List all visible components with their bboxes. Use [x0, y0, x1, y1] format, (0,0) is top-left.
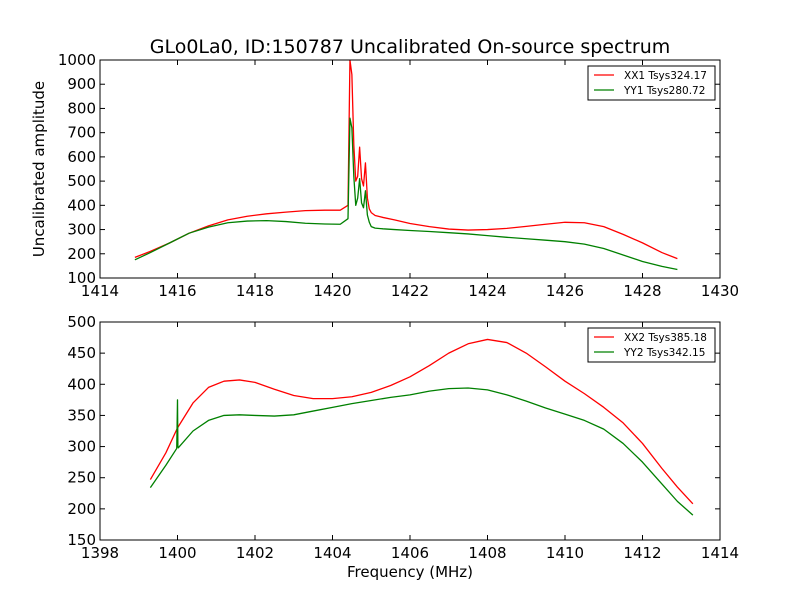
- top-x-tick-label: 1418: [236, 282, 274, 300]
- top-x-tick-label: 1430: [701, 282, 739, 300]
- bottom-legend-label-2: YY2 Tsys342.15: [623, 347, 705, 359]
- top-legend-label-2: YY1 Tsys280.72: [623, 85, 705, 97]
- top-x-tick-label: 1422: [391, 282, 429, 300]
- top-series-line-2: [134, 117, 678, 271]
- bottom-legend: XX2 Tsys385.18 YY2 Tsys342.15: [587, 327, 716, 363]
- bottom-plot: 1398 1400 1402 1404 1406 1408 1410 1412 1414 150 2…: [67, 313, 739, 562]
- bottom-y-tick-label: 400: [67, 375, 96, 393]
- bottom-series-line-1: [149, 338, 694, 505]
- top-x-tick-label: 1428: [623, 282, 661, 300]
- bottom-y-tick-label: 450: [67, 344, 96, 362]
- bottom-y-tick-label: 300: [67, 438, 96, 456]
- bottom-x-tick-label: 1412: [623, 544, 661, 562]
- bottom-x-tick-label: 1402: [236, 544, 274, 562]
- top-y-tick-label: 400: [67, 196, 96, 214]
- top-y-tick-label: 600: [67, 148, 96, 166]
- chart-title: GLo0La0, ID:150787 Uncalibrated On-sourc…: [150, 36, 671, 58]
- top-x-tick-label: 1424: [468, 282, 506, 300]
- top-x-tick-label: 1414: [81, 282, 119, 300]
- top-legend-box: [587, 65, 716, 101]
- bottom-x-tick-label: 1414: [701, 544, 739, 562]
- bottom-x-axis-label: Frequency (MHz): [347, 563, 473, 581]
- top-series-line-1: [134, 60, 678, 260]
- top-y-tick-label: 1000: [58, 51, 96, 69]
- bottom-y-tick-label: 150: [67, 531, 96, 549]
- top-x-tick-label: 1426: [546, 282, 584, 300]
- top-y-tick-label: 900: [67, 75, 96, 93]
- top-y-axis-label: Uncalibrated amplitude: [30, 81, 48, 257]
- top-legend-label-1: XX1 Tsys324.17: [624, 70, 707, 82]
- bottom-y-tick-label: 250: [67, 469, 96, 487]
- bottom-y-tick-label: 200: [67, 500, 96, 518]
- bottom-x-tick-label: 1400: [158, 544, 196, 562]
- top-y-tick-label: 500: [67, 172, 96, 190]
- bottom-legend-box: [587, 327, 716, 363]
- bottom-x-tick-label: 1406: [391, 544, 429, 562]
- top-axes-frame: [99, 59, 721, 279]
- bottom-axes-frame: [99, 321, 721, 541]
- bottom-series-line-2: [149, 387, 694, 516]
- top-y-tick-label: 200: [67, 245, 96, 263]
- bottom-x-tick-label: 1404: [313, 544, 351, 562]
- bottom-x-tick-label: 1410: [546, 544, 584, 562]
- top-y-tick-label: 700: [67, 124, 96, 142]
- bottom-legend-label-1: XX2 Tsys385.18: [624, 332, 707, 344]
- bottom-x-tick-label: 1398: [81, 544, 119, 562]
- top-plot: 1414 1416 1418 1420 1422 1424 1426 1428 1430 100 2…: [58, 51, 739, 300]
- top-y-tick-label: 100: [67, 269, 96, 287]
- top-x-tick-label: 1420: [313, 282, 351, 300]
- top-y-tick-label: 800: [67, 99, 96, 117]
- top-x-tick-label: 1416: [158, 282, 196, 300]
- bottom-y-tick-label: 350: [67, 406, 96, 424]
- bottom-x-tick-label: 1408: [468, 544, 506, 562]
- bottom-y-tick-label: 500: [67, 313, 96, 331]
- top-y-tick-label: 300: [67, 221, 96, 239]
- top-legend: XX1 Tsys324.17 YY1 Tsys280.72: [587, 65, 716, 101]
